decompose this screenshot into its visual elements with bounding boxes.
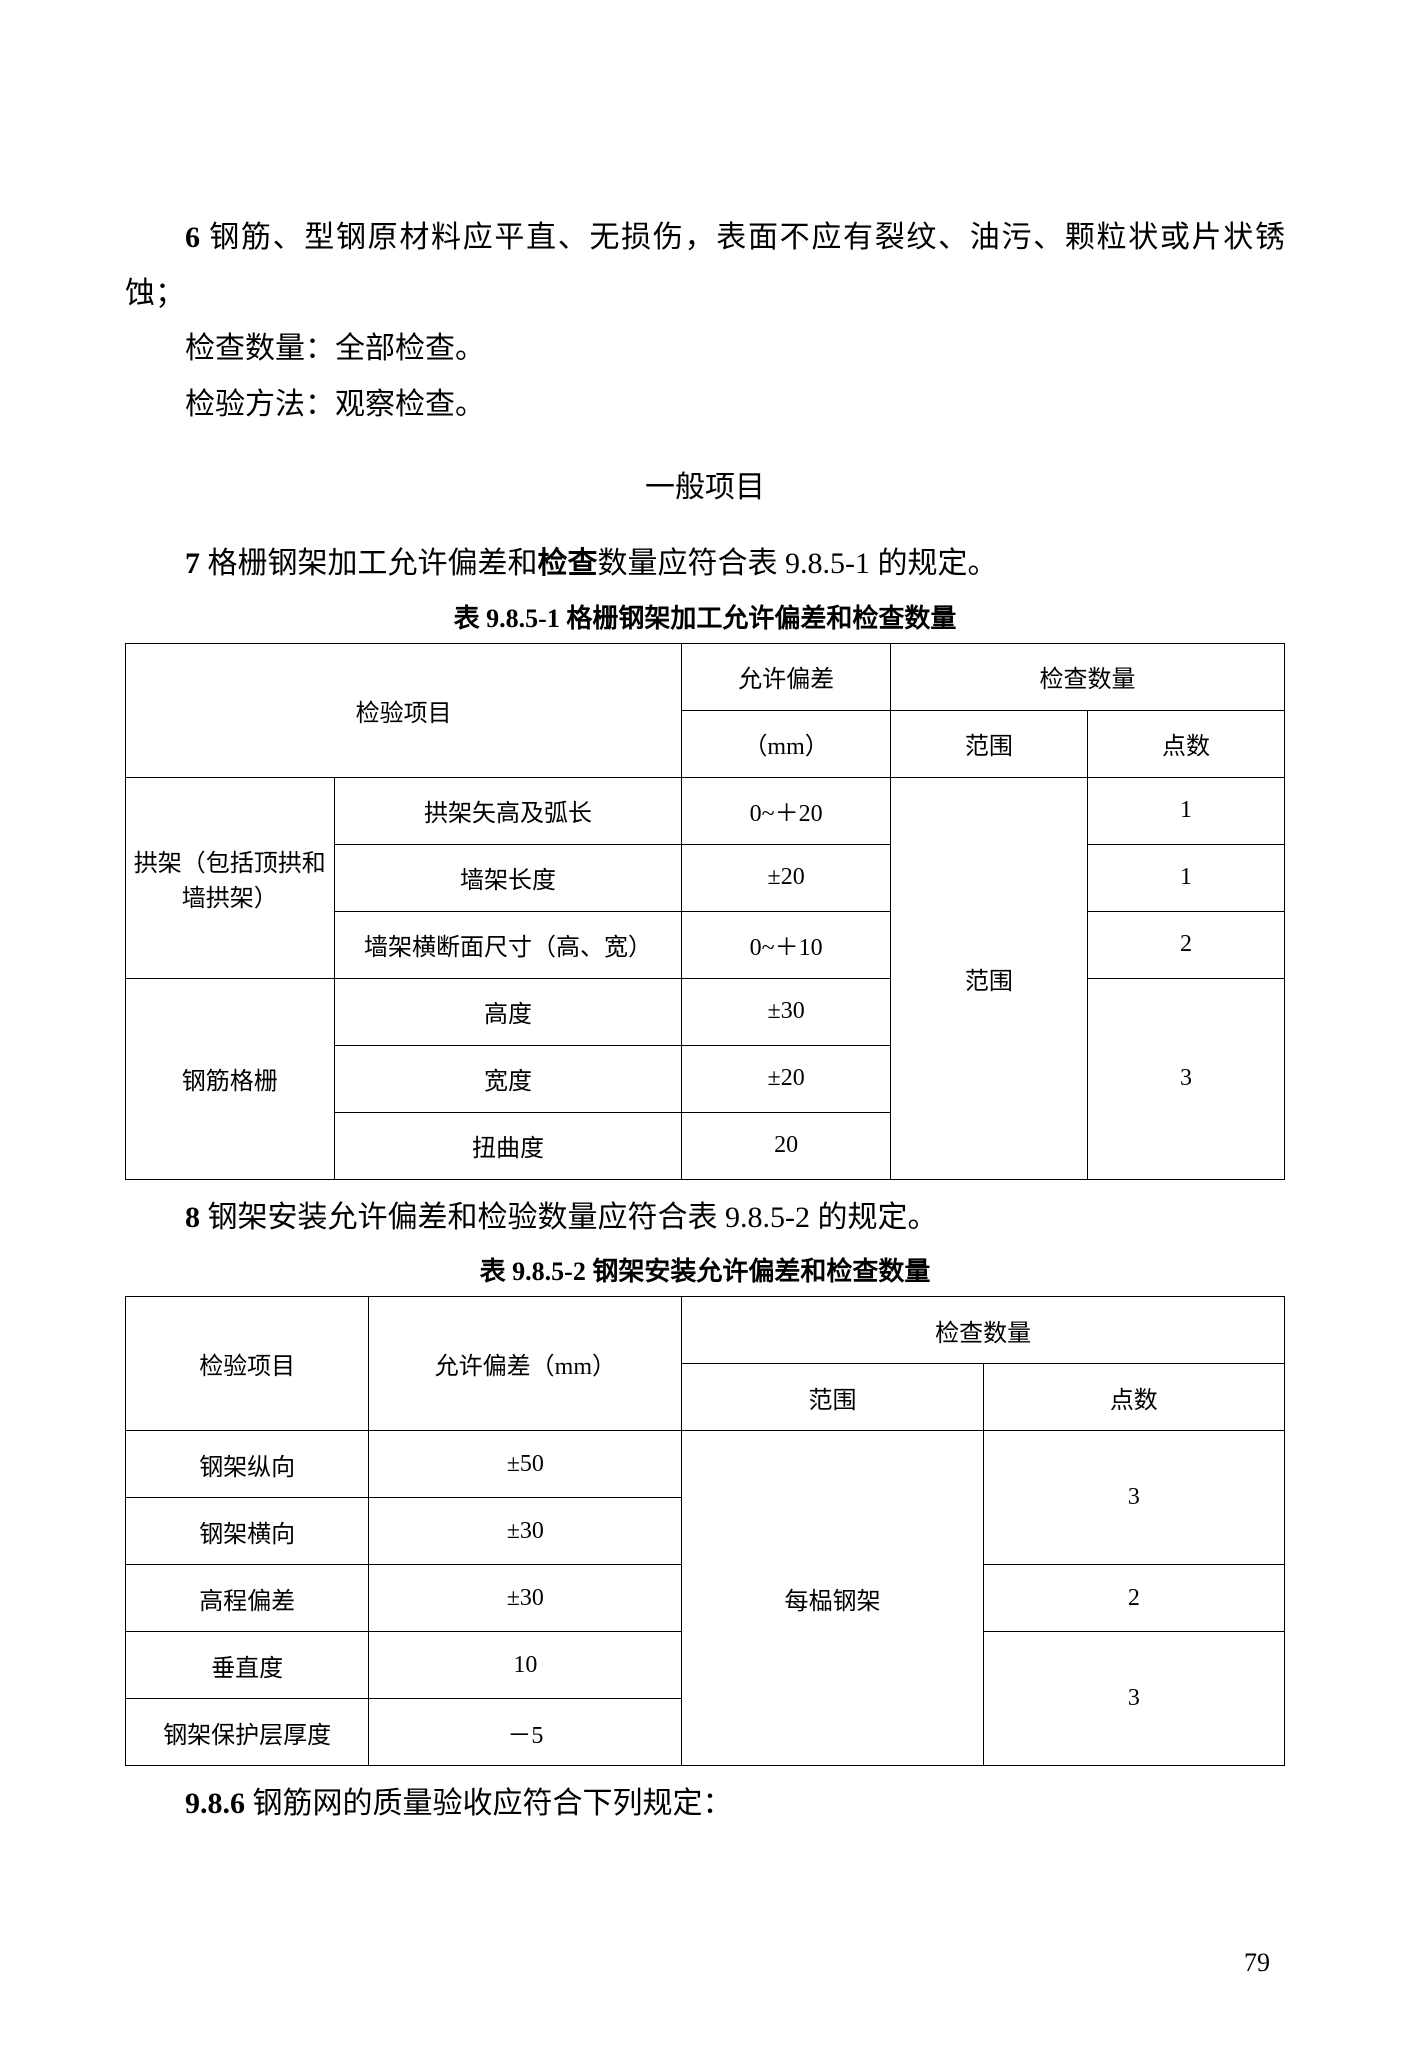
cell-item: 钢架纵向 (126, 1431, 369, 1498)
para-8: 8 钢架安装允许偏差和检验数量应符合表 9.8.5-2 的规定。 (125, 1190, 1285, 1246)
th-points: 点数 (1087, 710, 1284, 777)
para-6-check-qty: 检查数量：全部检查。 (125, 321, 1285, 377)
cell-group2: 钢筋格栅 (126, 978, 335, 1179)
cell-tol: 20 (682, 1112, 891, 1179)
para-7-bold: 检查 (538, 547, 598, 580)
table1-caption: 表 9.8.5-1 格栅钢架加工允许偏差和检查数量 (125, 598, 1285, 635)
th-tolerance: 允许偏差（mm） (369, 1297, 682, 1431)
para-986-number: 9.8.6 (185, 1787, 245, 1820)
cell-tol: ±30 (682, 978, 891, 1045)
para-986: 9.8.6 钢筋网的质量验收应符合下列规定： (125, 1776, 1285, 1832)
para-6-text: 钢筋、型钢原材料应平直、无损伤，表面不应有裂纹、油污、颗粒状或片状锈蚀； (125, 221, 1285, 310)
th-range: 范围 (890, 710, 1087, 777)
cell-pts: 1 (1087, 844, 1284, 911)
cell-tol: 10 (369, 1632, 682, 1699)
cell-pts: 3 (983, 1431, 1284, 1565)
cell-item: 扭曲度 (334, 1112, 682, 1179)
cell-item: 垂直度 (126, 1632, 369, 1699)
cell-item: 高度 (334, 978, 682, 1045)
cell-tol: 0~＋20 (682, 777, 891, 844)
th-tolerance-unit: （mm） (682, 710, 891, 777)
cell-group1: 拱架（包括顶拱和墙拱架） (126, 777, 335, 978)
para-8-number: 8 (185, 1201, 200, 1234)
para-7-pre: 格栅钢架加工允许偏差和 (200, 547, 538, 580)
cell-scope: 每榀钢架 (682, 1431, 983, 1766)
cell-pts: 3 (983, 1632, 1284, 1766)
page: 6 钢筋、型钢原材料应平直、无损伤，表面不应有裂纹、油污、颗粒状或片状锈蚀； 检… (0, 0, 1410, 2048)
cell-tol: ±30 (369, 1565, 682, 1632)
cell-tol: ±30 (369, 1498, 682, 1565)
th-qty: 检查数量 (890, 643, 1284, 710)
cell-item: 高程偏差 (126, 1565, 369, 1632)
table-row: 拱架（包括顶拱和墙拱架） 拱架矢高及弧长 0~＋20 范围 1 (126, 777, 1285, 844)
cell-item: 钢架保护层厚度 (126, 1699, 369, 1766)
cell-item: 钢架横向 (126, 1498, 369, 1565)
para-6-number: 6 (185, 221, 200, 254)
table2-caption: 表 9.8.5-2 钢架安装允许偏差和检查数量 (125, 1251, 1285, 1288)
cell-pts: 1 (1087, 777, 1284, 844)
cell-item: 墙架长度 (334, 844, 682, 911)
para-986-text: 钢筋网的质量验收应符合下列规定： (245, 1787, 733, 1820)
cell-tol: 0~＋10 (682, 911, 891, 978)
cell-pts: 3 (1087, 978, 1284, 1179)
cell-item: 墙架横断面尺寸（高、宽） (334, 911, 682, 978)
th-item: 检验项目 (126, 1297, 369, 1431)
cell-tol: ±20 (682, 1045, 891, 1112)
th-tolerance: 允许偏差 (682, 643, 891, 710)
table-row: 检验项目 允许偏差 检查数量 (126, 643, 1285, 710)
table-row: 钢筋格栅 高度 ±30 3 (126, 978, 1285, 1045)
cell-tol: －5 (369, 1699, 682, 1766)
table-row: 检验项目 允许偏差（mm） 检查数量 (126, 1297, 1285, 1364)
cell-pts: 2 (1087, 911, 1284, 978)
cell-item: 宽度 (334, 1045, 682, 1112)
table-row: 钢架纵向 ±50 每榀钢架 3 (126, 1431, 1285, 1498)
para-7-number: 7 (185, 547, 200, 580)
table-1: 检验项目 允许偏差 检查数量 （mm） 范围 点数 拱架（包括顶拱和墙拱架） 拱… (125, 643, 1285, 1180)
th-item: 检验项目 (126, 643, 682, 777)
cell-scope: 范围 (890, 777, 1087, 1179)
para-7-post: 数量应符合表 9.8.5-1 的规定。 (598, 547, 998, 580)
th-range: 范围 (682, 1364, 983, 1431)
para-8-text: 钢架安装允许偏差和检验数量应符合表 9.8.5-2 的规定。 (200, 1201, 938, 1234)
cell-pts: 2 (983, 1565, 1284, 1632)
th-qty: 检查数量 (682, 1297, 1285, 1364)
section-heading-general: 一般项目 (125, 462, 1285, 506)
para-7: 7 格栅钢架加工允许偏差和检查数量应符合表 9.8.5-1 的规定。 (125, 536, 1285, 592)
cell-item: 拱架矢高及弧长 (334, 777, 682, 844)
page-number: 79 (1244, 1948, 1270, 1978)
cell-tol: ±50 (369, 1431, 682, 1498)
table-2: 检验项目 允许偏差（mm） 检查数量 范围 点数 钢架纵向 ±50 每榀钢架 3… (125, 1296, 1285, 1766)
th-points: 点数 (983, 1364, 1284, 1431)
para-6: 6 钢筋、型钢原材料应平直、无损伤，表面不应有裂纹、油污、颗粒状或片状锈蚀； (125, 210, 1285, 321)
cell-tol: ±20 (682, 844, 891, 911)
para-6-check-method: 检验方法：观察检查。 (125, 377, 1285, 433)
